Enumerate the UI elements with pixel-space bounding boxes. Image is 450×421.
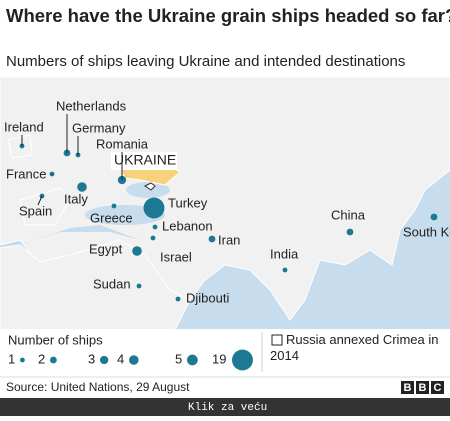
legend-bubble [20, 357, 25, 363]
place-label: Netherlands [56, 98, 127, 113]
place-label: Sudan [93, 276, 131, 291]
legend-bubble [50, 356, 57, 364]
legend-label: 2 [38, 351, 45, 366]
legend-bubble [187, 354, 198, 366]
legend-label: 5 [175, 351, 182, 366]
crimea-key [271, 334, 283, 346]
legend-bubble [100, 355, 109, 365]
place-label: France [6, 166, 46, 181]
logo-letter: C [434, 382, 442, 394]
bubble [346, 228, 354, 236]
logo-box [401, 381, 414, 394]
crimea-note-box: Russia annexed Crimea in 2014 [270, 332, 439, 363]
legend-label: 19 [212, 351, 226, 366]
legend-bubble [129, 355, 139, 365]
ukraine-label: UKRAINE [114, 152, 176, 168]
place-label: Djibouti [186, 290, 229, 305]
place-label: Spain [19, 203, 52, 218]
bubble [143, 197, 165, 219]
legend-label: 1 [8, 351, 15, 366]
place-label: South Korea [403, 224, 450, 239]
logo-letter: B [404, 382, 412, 394]
legend-label: 3 [88, 351, 95, 366]
crimea-note: Russia annexed Crimea in 2014 [270, 332, 439, 363]
place-label: Egypt [89, 241, 123, 256]
place-label: India [270, 246, 299, 261]
bubble [282, 267, 288, 273]
legend: 1 2 3 4 5 19 [8, 349, 253, 371]
place-label: Greece [90, 210, 133, 225]
bubble [132, 246, 142, 256]
mediterranean [20, 225, 140, 245]
place-label: China [331, 207, 366, 222]
title: Where have the Ukraine grain ships heade… [6, 5, 450, 26]
ukraine-label-bg [111, 152, 177, 170]
bubble [77, 182, 87, 192]
link-bar [0, 398, 450, 416]
legend-label: 4 [117, 351, 124, 366]
legend-title: Number of ships [8, 332, 103, 347]
logo-box [416, 381, 429, 394]
black-sea [126, 182, 170, 198]
place-label: Italy [64, 191, 88, 206]
legend-bg [0, 329, 450, 377]
place-label: Germany [72, 120, 126, 135]
bubble [208, 235, 216, 243]
place-label: Ireland [4, 119, 44, 134]
bubble [152, 224, 158, 230]
leaders [21, 114, 123, 206]
bubble [150, 235, 156, 241]
bubble [111, 203, 117, 209]
logo-letter: B [419, 382, 427, 394]
subtitle: Numbers of ships leaving Ukraine and int… [6, 53, 405, 70]
place-label: Turkey [168, 195, 208, 210]
link[interactable]: Klik za veću [188, 402, 267, 414]
bubble [136, 283, 142, 289]
place-label: Lebanon [162, 218, 213, 233]
place-label: Israel [160, 249, 192, 264]
crimea [144, 182, 156, 191]
bubble [430, 213, 438, 221]
source: Source: United Nations, 29 August [6, 380, 190, 394]
place-label: Iran [218, 232, 240, 247]
land [0, 76, 450, 331]
logo-box [431, 381, 444, 394]
legend-bubble [232, 349, 253, 371]
bubble [175, 296, 181, 302]
place-label: Romania [96, 136, 149, 151]
